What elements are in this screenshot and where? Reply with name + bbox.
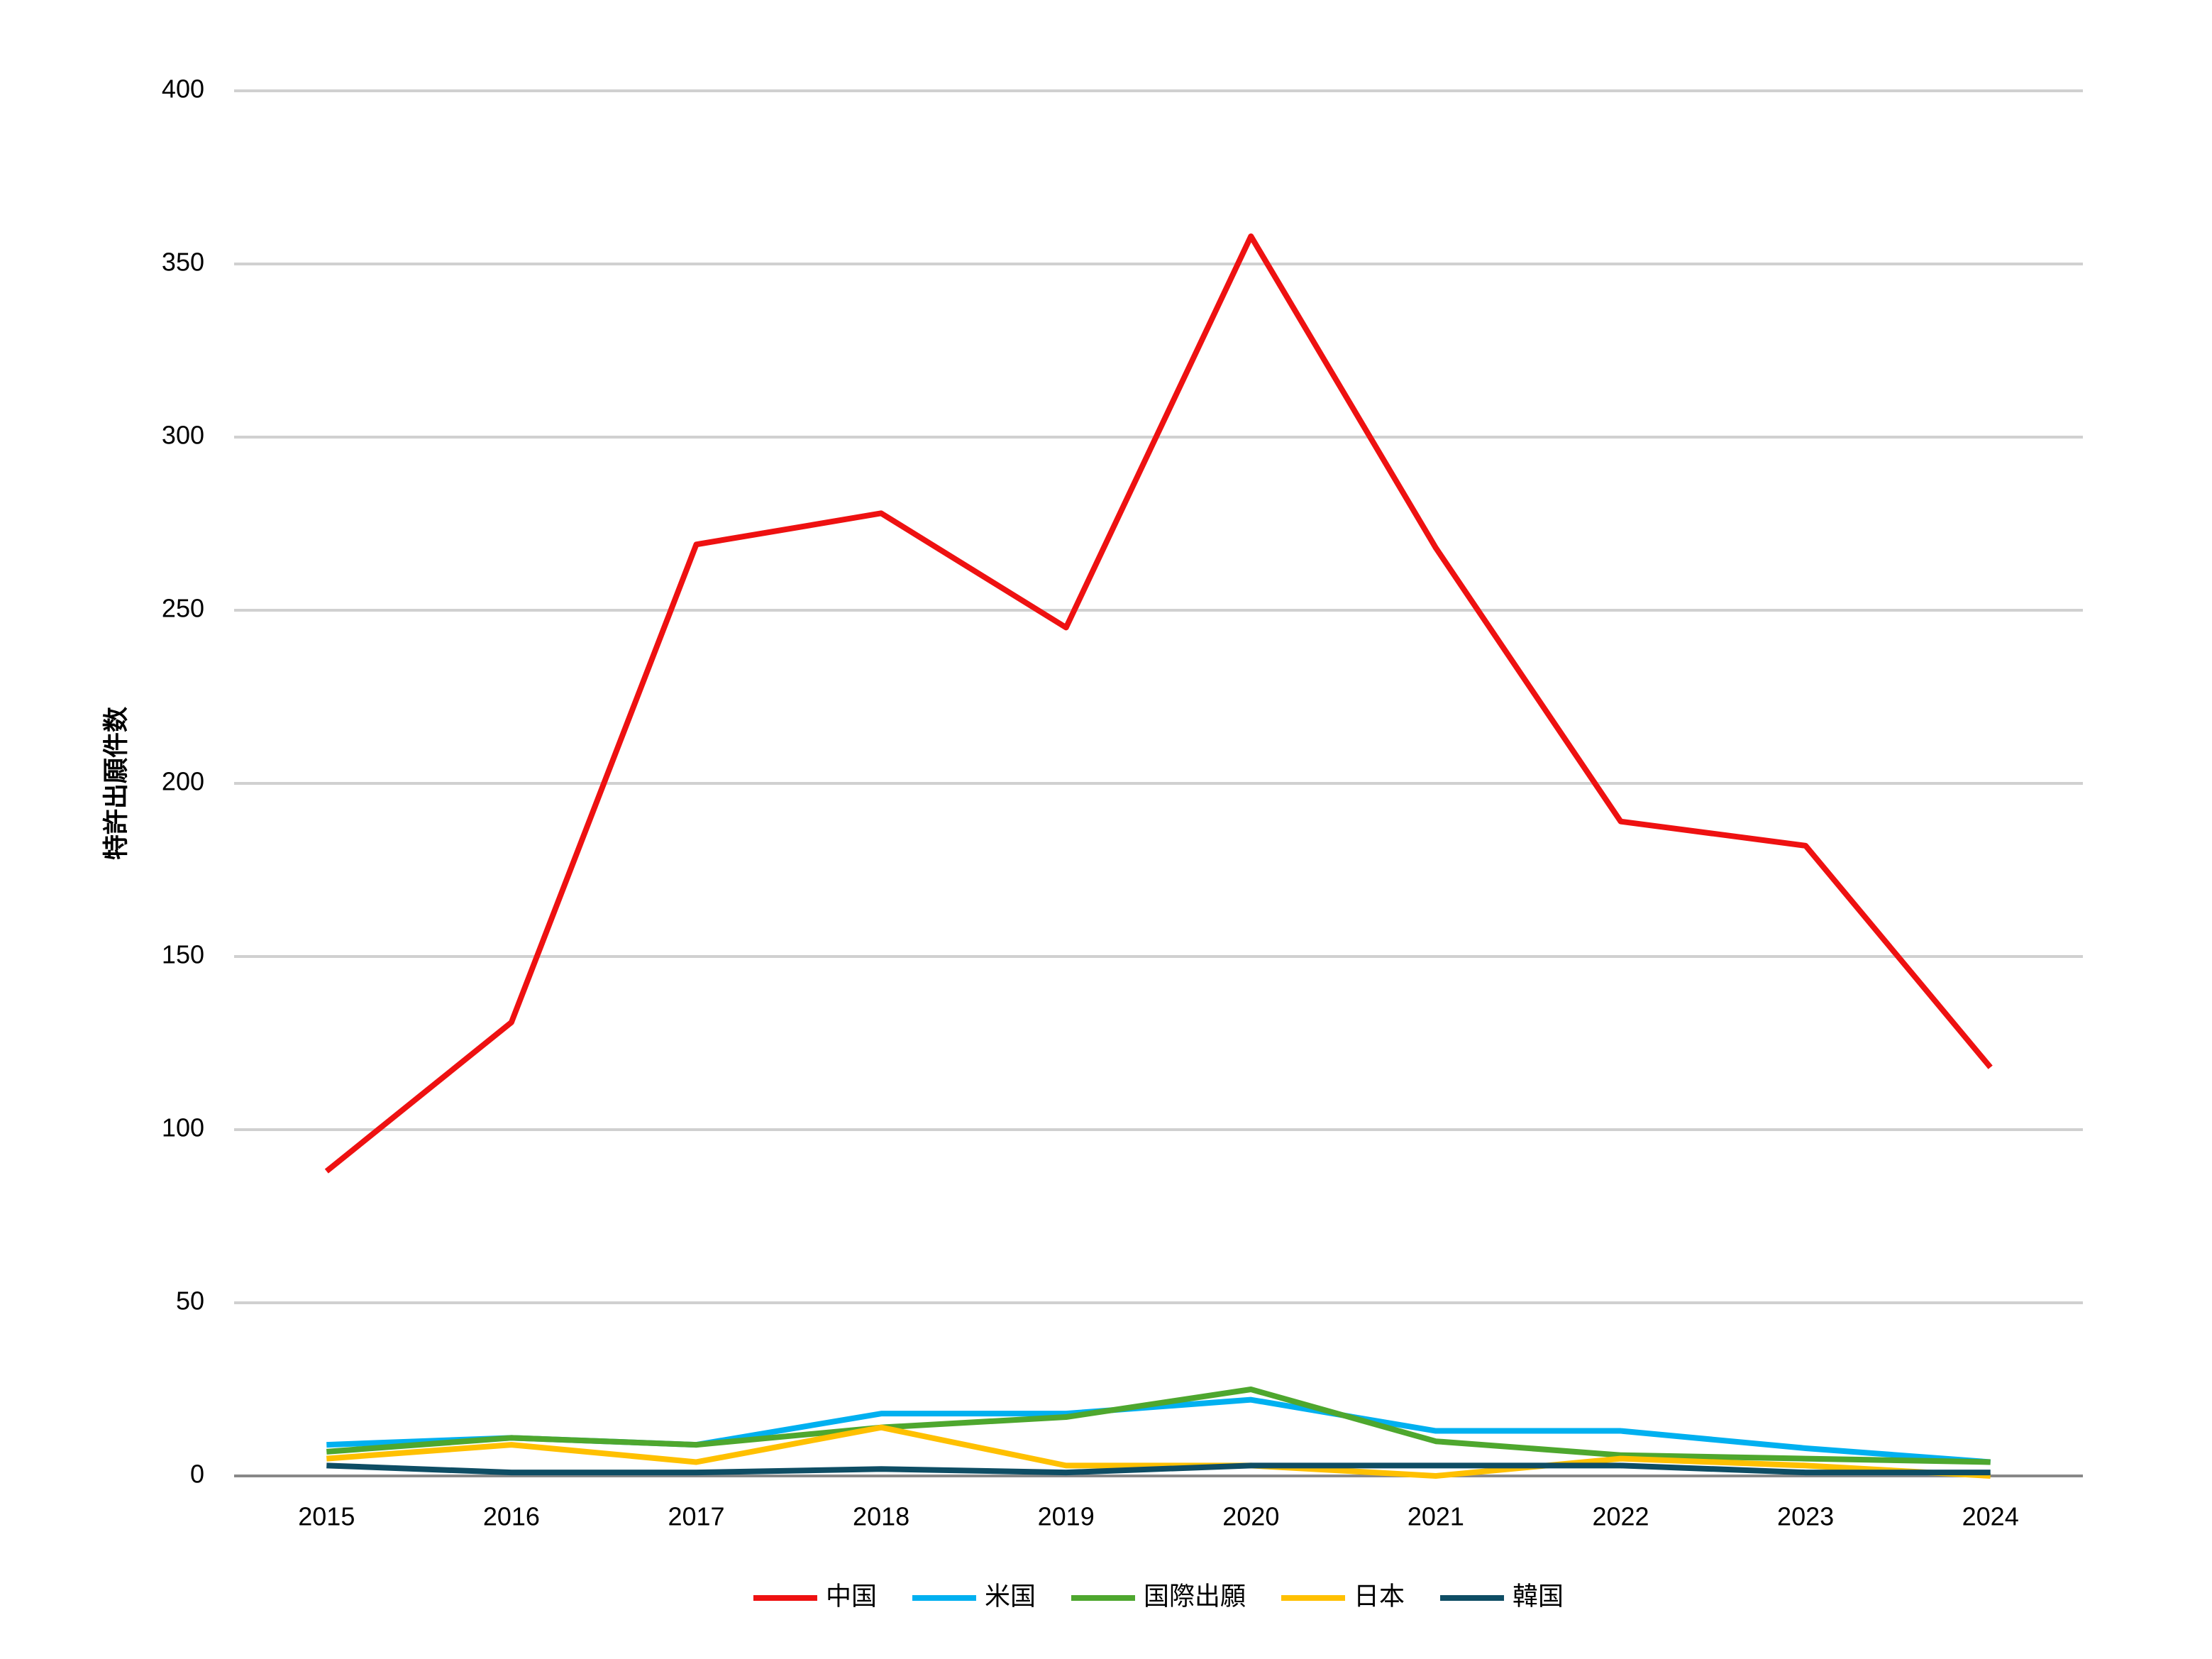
legend-label: 韓国 [1513, 1582, 1564, 1611]
y-tick-label: 150 [162, 940, 204, 969]
y-tick-label: 200 [162, 767, 204, 796]
y-tick-label: 250 [162, 594, 204, 623]
x-tick-label: 2019 [1038, 1502, 1095, 1531]
x-tick-label: 2024 [1962, 1502, 2019, 1531]
series-line [326, 1424, 1991, 1479]
x-tick-label: 2017 [668, 1502, 724, 1531]
y-tick-label: 300 [162, 421, 204, 450]
y-tick-label: 50 [176, 1286, 204, 1316]
x-tick-label: 2016 [483, 1502, 540, 1531]
legend-label: 日本 [1354, 1582, 1405, 1611]
x-tick-label: 2020 [1222, 1502, 1279, 1531]
legend-label: 国際出願 [1144, 1582, 1246, 1611]
y-tick-label: 350 [162, 248, 204, 277]
y-axis-label: 特許出願件数 [101, 707, 131, 860]
x-tick-label: 2021 [1408, 1502, 1464, 1531]
legend-label: 中国 [826, 1582, 877, 1611]
x-tick-label: 2022 [1592, 1502, 1649, 1531]
x-tick-label: 2015 [298, 1502, 355, 1531]
series-line [326, 1387, 1991, 1465]
y-tick-label: 100 [162, 1113, 204, 1142]
x-tick-label: 2018 [853, 1502, 909, 1531]
legend-label: 米国 [985, 1582, 1036, 1611]
series-line [324, 233, 1993, 1174]
series-line [326, 1462, 1991, 1476]
y-tick-label: 0 [190, 1460, 204, 1489]
y-tick-label: 400 [162, 75, 204, 104]
x-tick-label: 2023 [1777, 1502, 1834, 1531]
